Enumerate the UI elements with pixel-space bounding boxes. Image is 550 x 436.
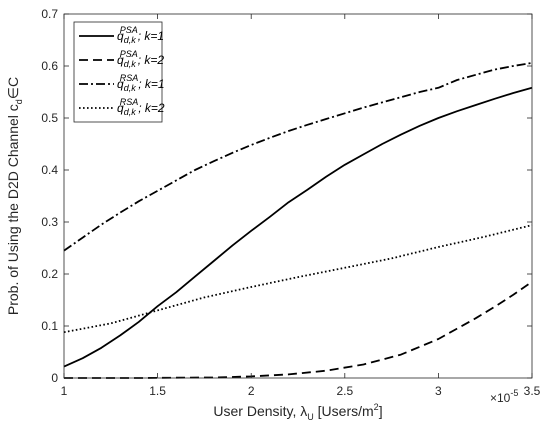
ticks-layer: 1 1.5 2 2.5 3 3.5 0 0.1 0.2 0.3 0.4 0.5 0.6 0.7 — [41, 7, 540, 398]
legend-entry: qd,kPSA; k=1 — [79, 25, 164, 45]
y-axis-label: Prob. of Using the D2D Channel cd∈C — [5, 77, 24, 315]
series-line-3 — [63, 62, 533, 252]
y-tick-label: 0.7 — [41, 7, 58, 21]
series-line-2 — [64, 281, 533, 379]
legend: qd,kPSA; k=1 qd,kPSA; k=2 qd,kRSA; k=1 q… — [73, 21, 165, 123]
legend-entry: qd,kPSA; k=2 — [79, 49, 164, 69]
legend-label-rsa-k2: qd,kRSA; k=2 — [117, 97, 165, 117]
legend-box — [73, 21, 163, 123]
legend-label-psa-k2: qd,kPSA; k=2 — [117, 49, 164, 69]
x-axis-label: User Density, λU [Users/m2] — [213, 402, 382, 422]
legend-entry: qd,kRSA; k=1 — [79, 73, 165, 93]
series-line-4 — [63, 224, 533, 334]
legend-entry: qd,kRSA; k=2 — [79, 97, 165, 117]
x-tick-label: 2 — [248, 384, 255, 398]
y-tick-label: 0.4 — [41, 163, 58, 177]
y-tick-label: 0.3 — [41, 215, 58, 229]
x-tick-label: 2.5 — [336, 384, 353, 398]
axes-box — [63, 13, 533, 379]
series-layer — [63, 62, 533, 379]
legend-label-rsa-k1: qd,kRSA; k=1 — [117, 73, 165, 93]
x-tick-label: 3 — [435, 384, 442, 398]
y-tick-label: 0 — [51, 371, 58, 385]
series-line-1 — [63, 86, 533, 368]
x-tick-label: 1 — [61, 384, 68, 398]
y-tick-label: 0.6 — [41, 59, 58, 73]
y-tick-label: 0.1 — [41, 319, 58, 333]
x-axis-exponent: ×10-5 — [490, 388, 518, 405]
y-tick-label: 0.2 — [41, 267, 58, 281]
legend-label-psa-k1: qd,kPSA; k=1 — [117, 25, 164, 45]
x-tick-label: 3.5 — [524, 384, 541, 398]
x-tick-label: 1.5 — [149, 384, 166, 398]
y-tick-label: 0.5 — [41, 111, 58, 125]
